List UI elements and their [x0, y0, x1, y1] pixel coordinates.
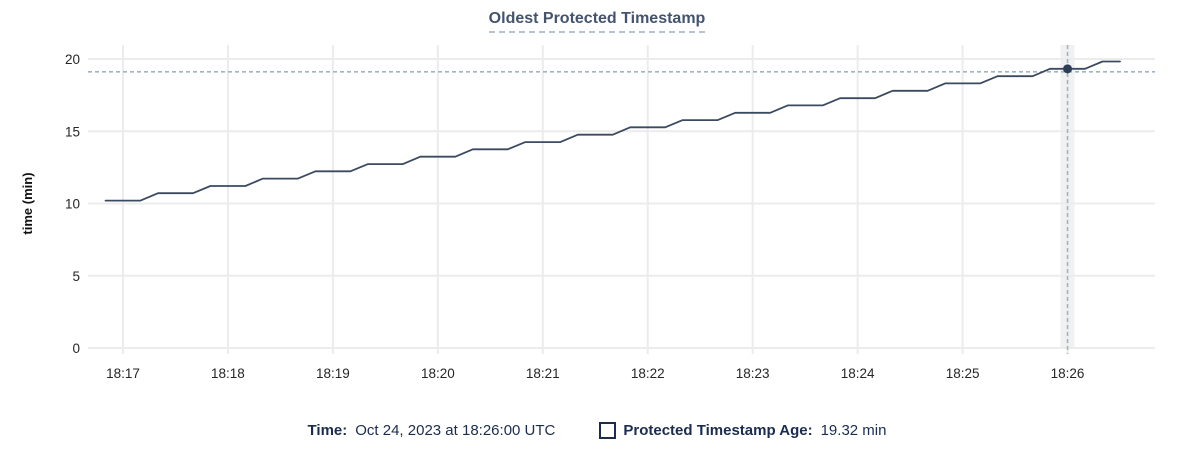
x-tick-label: 18:24 [841, 366, 875, 381]
y-tick-label: 20 [65, 52, 80, 67]
legend-time: Time: Oct 24, 2023 at 18:26:00 UTC [308, 422, 556, 439]
legend-series-checkbox-icon[interactable] [599, 422, 617, 439]
legend-series-label: Protected Timestamp Age: [623, 422, 813, 439]
chart-title-row: Oldest Protected Timestamp [0, 10, 1194, 33]
legend-time-value: Oct 24, 2023 at 18:26:00 UTC [355, 422, 556, 439]
legend-series-value: 19.32 min [820, 422, 887, 439]
y-tick-label: 0 [72, 341, 80, 356]
x-tick-label: 18:22 [631, 366, 665, 381]
x-tick-label: 18:18 [211, 366, 245, 381]
x-tick-label: 18:21 [526, 366, 560, 381]
legend-time-label: Time: [307, 422, 348, 439]
line-chart-canvas[interactable]: 0 5 10 15 20 18:17 18:18 18:19 18:20 18:21 18:22 18… [0, 0, 1194, 400]
y-tick-label: 5 [72, 269, 80, 284]
x-tick-label: 18:20 [421, 366, 455, 381]
series-line [104, 60, 1121, 202]
x-tick-label: 18:26 [1051, 366, 1085, 381]
y-tick-label: 10 [65, 197, 80, 212]
x-tick-label: 18:25 [946, 366, 980, 381]
legend-series[interactable]: Protected Timestamp Age: 19.32 min [599, 422, 886, 439]
y-tick-label: 15 [65, 124, 80, 139]
hover-point-dot [1063, 64, 1073, 74]
y-axis-title: time (min) [20, 172, 35, 234]
x-tick-label: 18:19 [316, 366, 350, 381]
chart-title[interactable]: Oldest Protected Timestamp [488, 10, 706, 33]
x-tick-label: 18:23 [736, 366, 770, 381]
x-tick-label: 18:17 [106, 366, 140, 381]
chart-legend: Time: Oct 24, 2023 at 18:26:00 UTC Prote… [0, 422, 1194, 439]
